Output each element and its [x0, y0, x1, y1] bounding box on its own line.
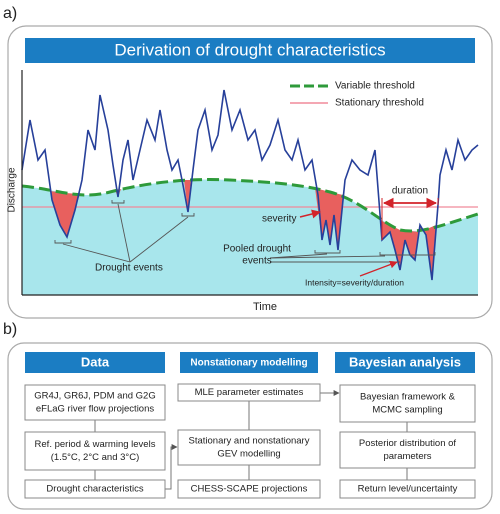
box-text: GEV modelling: [217, 449, 280, 460]
drought-events-label: Drought events: [95, 263, 163, 274]
hydrograph: [21, 70, 479, 296]
intensity-label: Intensity=severity/duration: [305, 277, 404, 287]
box-text: Drought characteristics: [46, 484, 143, 495]
column-header: [335, 352, 475, 373]
pooled-label: events: [242, 256, 271, 267]
panel-frame: [7, 342, 493, 510]
process-box: [24, 384, 166, 421]
pooled-label: Pooled drought: [223, 244, 291, 255]
box-text: Posterior distribution of: [359, 438, 457, 449]
deficit: [184, 180, 191, 212]
process-box: [177, 383, 321, 402]
process-box: [339, 479, 476, 499]
process-box: [24, 479, 166, 499]
severity-arrow: [299, 209, 321, 219]
process-box: [177, 479, 321, 499]
panel-label: a): [3, 5, 17, 22]
process-box: [339, 431, 476, 469]
column-title: Bayesian analysis: [349, 354, 461, 369]
duration-label: duration: [392, 186, 428, 197]
x-axis-label: Time: [253, 301, 277, 313]
column-header: [25, 352, 165, 373]
variable-threshold: [21, 178, 479, 233]
box-text: MCMC sampling: [372, 405, 442, 416]
title-bar: [25, 38, 475, 63]
panel-label: b): [3, 321, 17, 338]
column-title: Nonstationary modelling: [190, 358, 307, 369]
column-title: Data: [81, 354, 110, 369]
box-text: (1.5°C, 2°C and 3°C): [51, 452, 140, 463]
process-box: [24, 431, 166, 471]
column-header: [180, 352, 318, 373]
box-text: Return level/uncertainty: [358, 484, 458, 495]
severity-label: severity: [262, 214, 296, 225]
box-text: Bayesian framework &: [360, 392, 456, 403]
process-box: [339, 384, 476, 423]
event-brackets: [54, 200, 436, 263]
box-text: eFLaG river flow projections: [36, 404, 155, 415]
box-text: CHESS-SCAPE projections: [191, 484, 308, 495]
box-text: parameters: [383, 451, 431, 462]
y-axis-label: Discharge: [7, 167, 18, 212]
discharge-line: [21, 89, 479, 281]
deficit: [50, 191, 80, 237]
legend-label: Stationary threshold: [335, 98, 424, 109]
panel-title: Derivation of drought characteristics: [114, 40, 385, 59]
process-box: [177, 429, 321, 466]
box-text: MLE parameter estimates: [195, 387, 304, 398]
box-text: Ref. period & warming levels: [35, 439, 156, 450]
box-text: GR4J, GR6J, PDM and G2G: [34, 391, 155, 402]
panel-frame: [7, 25, 493, 319]
deficit: [380, 220, 436, 280]
intensity-arrow: [359, 260, 398, 277]
box-text: Stationary and nonstationary: [189, 436, 310, 447]
legend-label: Variable threshold: [335, 81, 415, 92]
